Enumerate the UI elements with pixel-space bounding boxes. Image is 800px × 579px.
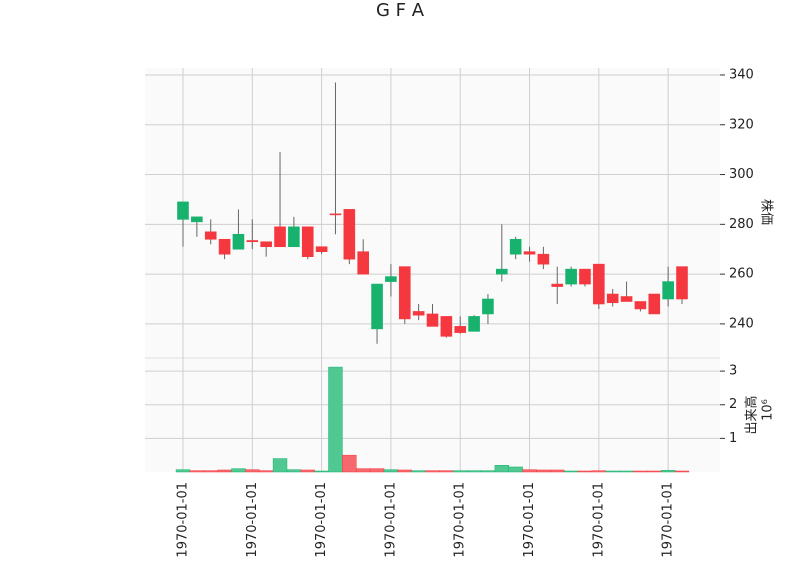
candle-body [523, 251, 536, 255]
volume-bar [425, 470, 440, 473]
volume-bar [577, 470, 593, 473]
volume-bar [245, 469, 260, 473]
candle-body [565, 268, 577, 285]
volume-bar [674, 470, 690, 473]
y-axis-label: 株価 [759, 199, 774, 225]
candle-body [662, 281, 674, 300]
volume-bar [328, 366, 343, 473]
candle-body [204, 231, 217, 240]
candle-body [218, 238, 231, 255]
y-tick-label: 300 [729, 167, 754, 182]
candle-body [177, 201, 189, 220]
volume-axis-label: 出来高 [744, 395, 760, 434]
candle-body [426, 313, 439, 327]
candle-body [606, 293, 619, 304]
volume-bar [175, 469, 191, 473]
x-tick-label: 1970-01-01 [383, 482, 398, 558]
candle-body [676, 266, 688, 300]
candle-body [468, 316, 480, 332]
volume-bar [286, 469, 302, 473]
candle-body [440, 316, 453, 337]
candle-body [648, 293, 661, 315]
x-tick-label: 1970-01-01 [314, 482, 329, 558]
candle-body [301, 226, 314, 257]
x-tick-label: 1970-01-01 [453, 482, 468, 558]
candle-body [537, 253, 550, 265]
volume-bar [619, 470, 634, 473]
volume-bar [605, 470, 620, 473]
volume-bar [536, 469, 551, 473]
x-tick-label: 1970-01-01 [176, 482, 191, 558]
candle-body [482, 298, 494, 315]
volume-bar [508, 466, 523, 473]
volume-tick-label: 3 [729, 364, 737, 379]
volume-bar [342, 454, 357, 473]
candle-body [329, 213, 342, 216]
y-tick-label: 240 [729, 316, 754, 331]
candle-body [357, 251, 369, 275]
volume-scale-label: 10⁶ [761, 399, 776, 421]
volume-bar [314, 470, 329, 473]
volume-bar [383, 469, 399, 473]
candle-body [412, 311, 425, 316]
candle-body [454, 326, 467, 333]
candle-body [246, 240, 259, 243]
y-tick-label: 340 [729, 67, 754, 82]
volume-bar [397, 469, 412, 473]
volume-bar [563, 470, 579, 473]
y-tick-label: 280 [729, 217, 754, 232]
candle-body [634, 301, 647, 310]
volume-tick-label: 2 [729, 397, 737, 412]
candle-body [274, 226, 286, 248]
volume-bar [439, 470, 454, 473]
volume-bar [647, 470, 662, 473]
volume-bar [189, 470, 205, 473]
volume-bar [453, 470, 468, 473]
volume-tick-label: 1 [729, 431, 737, 446]
volume-bar [522, 469, 537, 473]
volume-bar [411, 470, 426, 473]
volume-bar [231, 468, 246, 473]
candle-body [579, 268, 591, 285]
candle-body [232, 233, 245, 250]
volume-bar [550, 469, 565, 473]
volume-bar [217, 469, 232, 473]
volume-bar [494, 465, 509, 473]
volume-bar [660, 470, 676, 473]
candle-body [496, 268, 508, 275]
volume-bar [633, 470, 648, 473]
volume-bar [591, 470, 607, 473]
plot-background [145, 68, 720, 472]
candle-body [620, 296, 633, 302]
candle-body [260, 241, 272, 248]
x-tick-label: 1970-01-01 [591, 482, 606, 558]
candle-body [551, 283, 564, 287]
volume-bar [272, 458, 288, 473]
candle-body [593, 263, 605, 305]
volume-bar [300, 469, 315, 473]
volume-bar [466, 470, 482, 473]
candle-body [315, 246, 328, 253]
volume-bar [369, 468, 385, 473]
candle-body [191, 216, 203, 223]
y-tick-label: 320 [729, 117, 754, 132]
x-tick-label: 1970-01-01 [522, 482, 537, 558]
x-tick-label: 1970-01-01 [661, 482, 676, 558]
volume-bar [258, 470, 274, 473]
volume-bar [480, 470, 496, 473]
volume-bar [356, 468, 371, 473]
candle-body [371, 283, 383, 330]
candle-body [288, 226, 300, 248]
candle-body [509, 238, 522, 255]
candle-body [385, 276, 397, 282]
candle-body [343, 209, 356, 260]
y-tick-label: 260 [729, 267, 754, 282]
volume-bar [203, 470, 218, 473]
candle-body [398, 266, 411, 320]
x-tick-label: 1970-01-01 [245, 482, 260, 558]
chart-title: G F A [376, 0, 425, 21]
